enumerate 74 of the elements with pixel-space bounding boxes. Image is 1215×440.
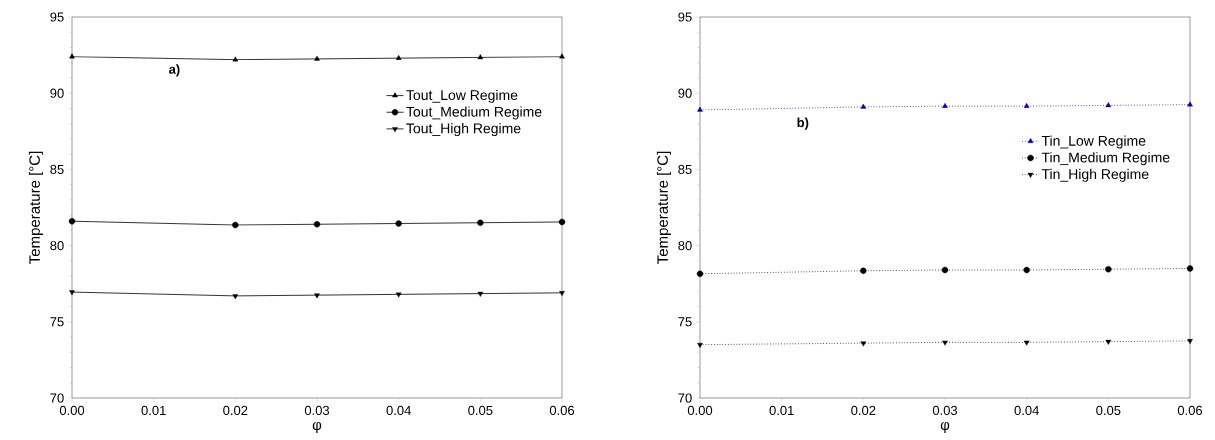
point bbox=[860, 103, 867, 109]
y-tick-label: 90 bbox=[50, 88, 64, 98]
point bbox=[232, 294, 239, 300]
y-tick-label: 85 bbox=[50, 164, 64, 174]
point bbox=[1105, 339, 1112, 345]
legend-label: Tin_Medium Regime bbox=[1041, 152, 1170, 166]
point bbox=[1023, 102, 1030, 108]
point bbox=[395, 54, 402, 60]
x-axis-title: φ bbox=[312, 421, 322, 434]
point bbox=[313, 221, 321, 228]
point bbox=[395, 292, 402, 298]
legend-label: Tin_High Regime bbox=[1041, 168, 1149, 182]
x-tick-label: 0.04 bbox=[386, 405, 411, 415]
point bbox=[1187, 101, 1193, 107]
x-tick-label: 0.06 bbox=[1177, 405, 1203, 415]
point bbox=[69, 53, 75, 59]
x-tick-label: 0.03 bbox=[932, 405, 958, 415]
point bbox=[232, 221, 239, 229]
point bbox=[1186, 265, 1194, 272]
point bbox=[941, 266, 949, 274]
x-tick-label: 0.03 bbox=[304, 405, 330, 415]
point bbox=[232, 56, 239, 62]
point bbox=[697, 106, 703, 112]
y-tick-label: 75 bbox=[678, 317, 692, 327]
x-tick-label: 0.04 bbox=[1014, 405, 1039, 415]
point bbox=[942, 102, 948, 108]
point bbox=[697, 342, 703, 348]
point bbox=[558, 218, 566, 226]
point bbox=[696, 270, 704, 277]
x-tick-label: 0.01 bbox=[769, 405, 794, 415]
x-tick-label: 0.00 bbox=[687, 405, 713, 415]
y-tick-label: 75 bbox=[50, 317, 64, 327]
point bbox=[69, 290, 75, 296]
point bbox=[1023, 340, 1030, 346]
y-tick-label: 80 bbox=[678, 241, 692, 251]
y-tick-label: 90 bbox=[678, 88, 692, 98]
point bbox=[68, 218, 76, 225]
x-tick-label: 0.01 bbox=[141, 405, 166, 415]
point bbox=[1187, 339, 1193, 345]
y-tick-label: 95 bbox=[50, 12, 64, 22]
y-axis-title: Temperature [°C] bbox=[656, 151, 671, 264]
x-tick-label: 0.06 bbox=[549, 405, 575, 415]
point bbox=[1105, 102, 1112, 108]
point bbox=[1023, 266, 1030, 274]
x-tick-label: 0.05 bbox=[468, 405, 493, 415]
x-tick-label: 0.00 bbox=[59, 405, 85, 415]
point bbox=[314, 55, 320, 61]
legend-label: Tout_Medium Regime bbox=[406, 106, 542, 120]
annotation: b) bbox=[797, 117, 809, 130]
point bbox=[395, 220, 402, 227]
y-tick-label: 80 bbox=[50, 241, 64, 251]
annotation: a) bbox=[169, 64, 180, 77]
point bbox=[942, 340, 948, 346]
point bbox=[860, 341, 867, 347]
legend-label: Tout_High Regime bbox=[406, 123, 521, 137]
point bbox=[860, 267, 867, 274]
point bbox=[477, 291, 484, 297]
point bbox=[477, 54, 484, 60]
y-tick-label: 95 bbox=[678, 12, 692, 22]
point bbox=[477, 219, 484, 226]
legend-label: Tout_Low Regime bbox=[406, 89, 518, 103]
point bbox=[559, 53, 565, 59]
x-tick-label: 0.02 bbox=[223, 405, 248, 415]
point bbox=[559, 291, 565, 297]
y-tick-label: 85 bbox=[678, 164, 692, 174]
x-tick-label: 0.02 bbox=[851, 405, 876, 415]
y-tick-label: 70 bbox=[678, 393, 692, 403]
y-tick-label: 70 bbox=[50, 393, 64, 403]
point bbox=[314, 293, 320, 299]
x-tick-label: 0.05 bbox=[1096, 405, 1121, 415]
legend-label: Tin_Low Regime bbox=[1041, 135, 1146, 149]
x-axis-title: φ bbox=[940, 421, 950, 434]
point bbox=[1105, 266, 1112, 273]
y-axis-title: Temperature [°C] bbox=[28, 151, 43, 264]
